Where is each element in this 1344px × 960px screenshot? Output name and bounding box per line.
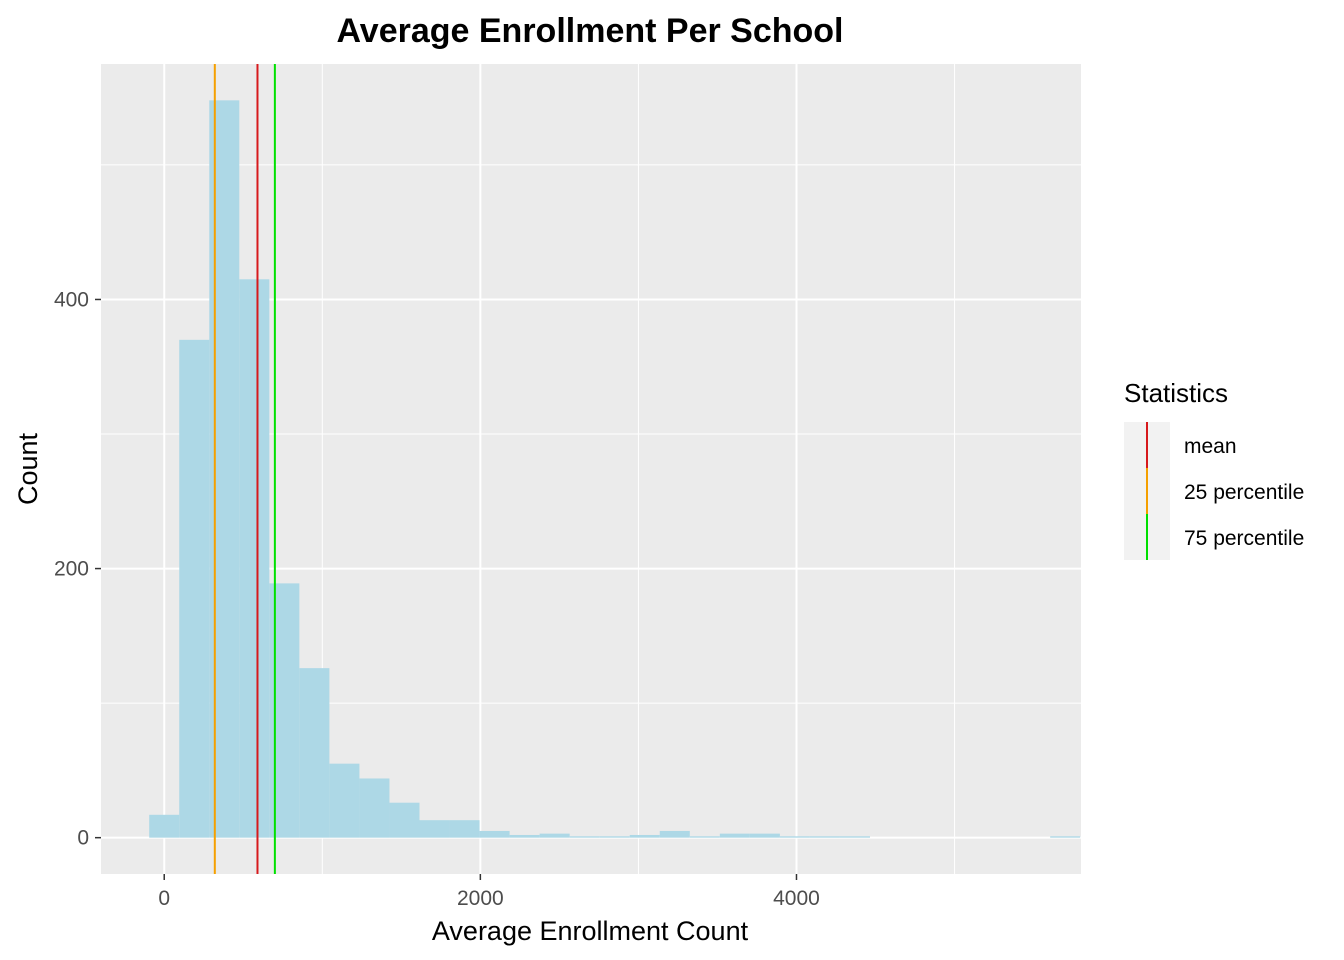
- histogram-bar: [749, 833, 780, 838]
- y-tick-label: 400: [54, 288, 89, 311]
- histogram-bar: [1050, 836, 1081, 838]
- histogram-bar: [449, 820, 480, 838]
- histogram-bar: [149, 814, 180, 838]
- histogram-bar: [209, 100, 240, 838]
- histogram-bar: [779, 836, 810, 838]
- legend-title: Statistics: [1124, 378, 1228, 408]
- histogram-bar: [839, 836, 870, 838]
- histogram-bar: [659, 830, 690, 838]
- histogram-bar: [689, 836, 720, 838]
- legend: Statistics mean 25 percentile 75 percentil…: [1124, 378, 1304, 560]
- histogram-bar: [389, 802, 420, 838]
- legend-label: mean: [1184, 435, 1237, 458]
- histogram-bar: [509, 834, 540, 838]
- histogram-bar: [809, 836, 840, 838]
- x-axis-title: Average Enrollment Count: [432, 916, 749, 946]
- x-tick-label: 0: [158, 887, 170, 910]
- histogram-bar: [629, 834, 660, 838]
- histogram-bar: [719, 833, 750, 838]
- histogram-bar: [239, 279, 270, 838]
- x-tick-label: 2000: [457, 887, 504, 910]
- legend-label: 75 percentile: [1184, 527, 1304, 550]
- histogram-bar: [299, 668, 330, 838]
- histogram-bar: [539, 833, 570, 838]
- legend-label: 25 percentile: [1184, 481, 1304, 504]
- statistic-lines: [213, 64, 276, 874]
- y-axis-title: Count: [13, 432, 43, 505]
- x-axis-ticks: 0 2000 4000: [158, 874, 820, 910]
- chart-title: Average Enrollment Per School: [337, 12, 844, 50]
- y-axis-ticks: 0 200 400: [54, 288, 101, 850]
- legend-items: mean 25 percentile 75 percentile: [1124, 422, 1304, 560]
- histogram-bar: [269, 583, 300, 838]
- histogram-bar: [569, 836, 600, 838]
- y-tick-label: 0: [77, 827, 89, 850]
- histogram-bar: [179, 339, 210, 838]
- histogram-bar: [419, 820, 450, 838]
- histogram-bar: [329, 763, 360, 838]
- histogram-bar: [479, 830, 510, 838]
- histogram-bar: [359, 778, 390, 838]
- y-tick-label: 200: [54, 558, 89, 581]
- x-tick-label: 4000: [773, 887, 820, 910]
- histogram-bar: [599, 836, 630, 838]
